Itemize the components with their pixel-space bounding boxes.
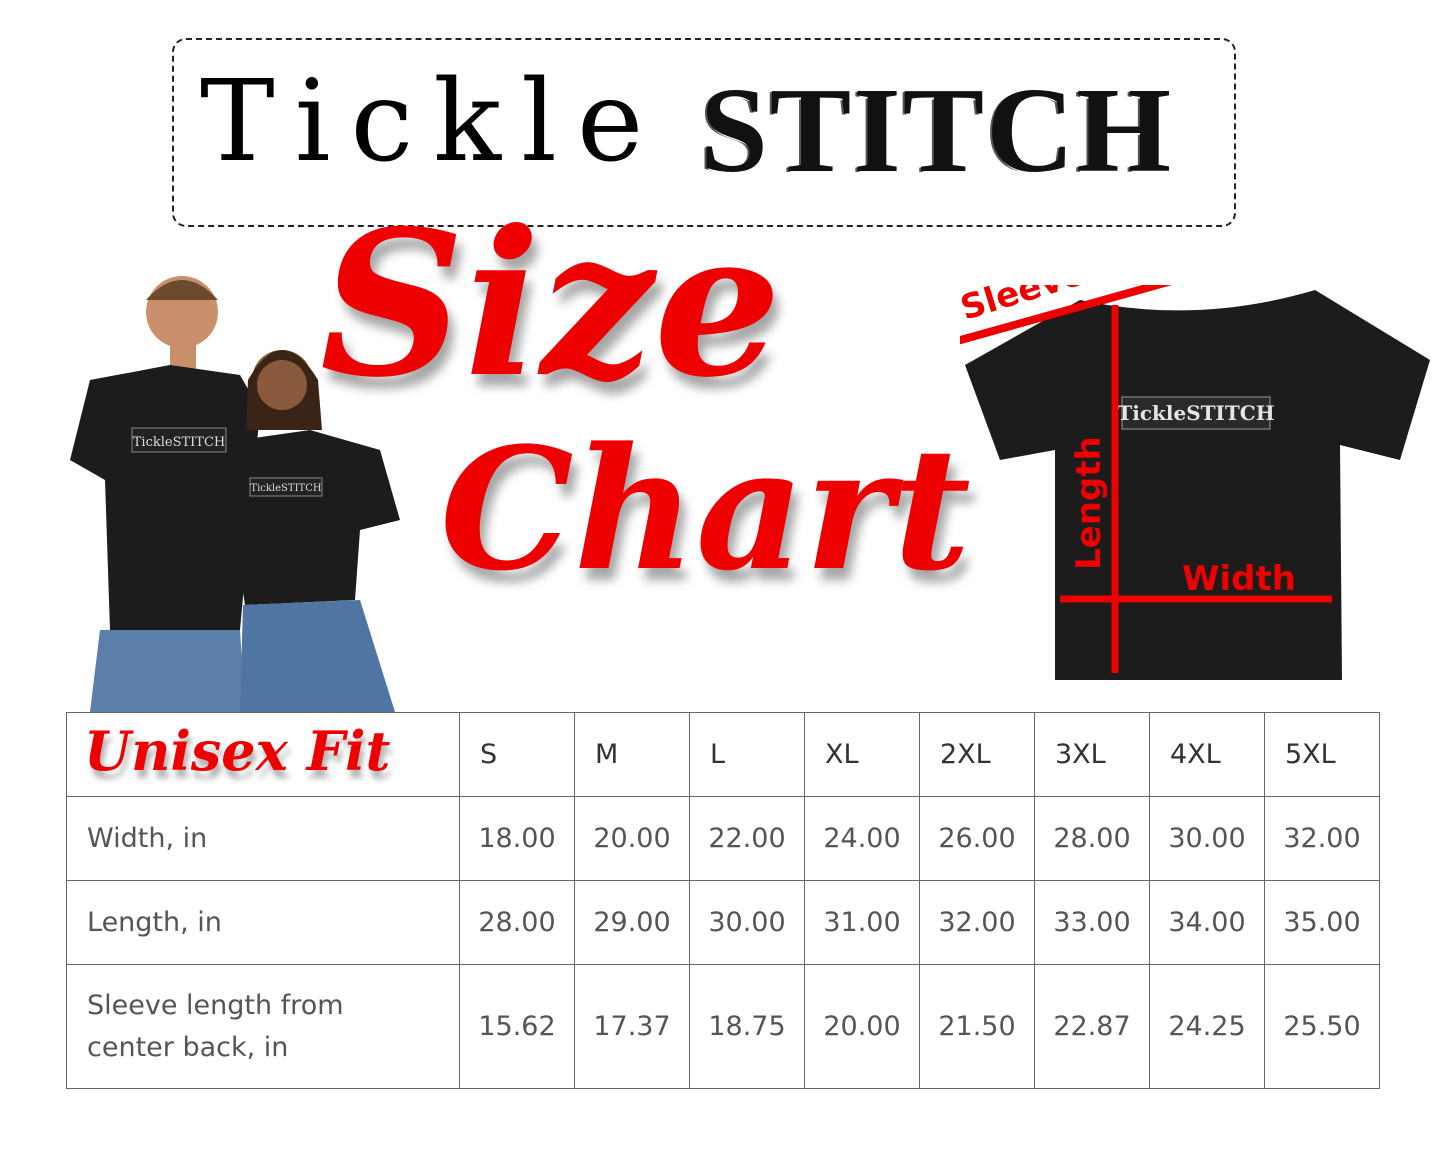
cell: 24.00 bbox=[804, 796, 920, 881]
cell: 21.50 bbox=[919, 964, 1035, 1089]
tshirt-diagram: TickleSTITCH Sleeve Length Width bbox=[960, 285, 1430, 680]
man-hair bbox=[146, 280, 218, 300]
cell: 24.25 bbox=[1149, 964, 1265, 1089]
size-header: 2XL bbox=[919, 712, 1035, 797]
man-shirt-logo: TickleSTITCH bbox=[133, 435, 226, 450]
cell: 20.00 bbox=[804, 964, 920, 1089]
row-label: Width, in bbox=[66, 796, 460, 881]
row-label: Sleeve length from center back, in bbox=[66, 964, 460, 1089]
cell: 30.00 bbox=[1149, 796, 1265, 881]
cell: 33.00 bbox=[1034, 880, 1150, 965]
size-header: S bbox=[459, 712, 575, 797]
table-row: Sleeve length from center back, in 15.62… bbox=[66, 964, 1380, 1089]
logo-tickle: Tickle bbox=[200, 57, 664, 187]
row-label: Length, in bbox=[66, 880, 460, 965]
cell: 26.00 bbox=[919, 796, 1035, 881]
size-header: M bbox=[574, 712, 690, 797]
table-header-row: S M L XL 2XL 3XL 4XL 5XL bbox=[66, 712, 1380, 797]
title-chart: Chart bbox=[440, 410, 971, 608]
cell: 20.00 bbox=[574, 796, 690, 881]
cell: 25.50 bbox=[1264, 964, 1380, 1089]
table-row: Length, in 28.00 29.00 30.00 31.00 32.00… bbox=[66, 880, 1380, 965]
logo-frame bbox=[172, 38, 1236, 227]
length-label: Length bbox=[1069, 436, 1109, 570]
size-header: 4XL bbox=[1149, 712, 1265, 797]
size-table: S M L XL 2XL 3XL 4XL 5XL Width, in 18.00… bbox=[66, 712, 1380, 1089]
tshirt-logo-box bbox=[1121, 396, 1271, 430]
table-row: Width, in 18.00 20.00 22.00 24.00 26.00 … bbox=[66, 796, 1380, 881]
corner-cell bbox=[66, 712, 460, 797]
man-jeans bbox=[90, 630, 245, 712]
cell: 28.00 bbox=[459, 880, 575, 965]
cell: 17.37 bbox=[574, 964, 690, 1089]
cell: 31.00 bbox=[804, 880, 920, 965]
tshirt-logo: TickleSTITCH bbox=[1117, 401, 1274, 425]
cell: 32.00 bbox=[919, 880, 1035, 965]
cell: 22.00 bbox=[689, 796, 805, 881]
title-size: Size bbox=[320, 187, 782, 422]
size-header: L bbox=[689, 712, 805, 797]
cell: 28.00 bbox=[1034, 796, 1150, 881]
cell: 30.00 bbox=[689, 880, 805, 965]
cell: 35.00 bbox=[1264, 880, 1380, 965]
woman-face bbox=[257, 360, 307, 410]
cell: 29.00 bbox=[574, 880, 690, 965]
cell: 22.87 bbox=[1034, 964, 1150, 1089]
cell: 32.00 bbox=[1264, 796, 1380, 881]
cell: 18.75 bbox=[689, 964, 805, 1089]
man-shirt-logo-box bbox=[131, 427, 227, 453]
size-header: 3XL bbox=[1034, 712, 1150, 797]
tshirt-shape bbox=[965, 290, 1430, 680]
models-photo: TickleSTITCH TickleSTITCH bbox=[70, 276, 400, 712]
cell: 34.00 bbox=[1149, 880, 1265, 965]
woman-jeans bbox=[240, 600, 395, 712]
size-header: 5XL bbox=[1264, 712, 1380, 797]
unisex-fit-label: Unisex Fit bbox=[84, 719, 391, 783]
woman-shirt bbox=[228, 430, 400, 605]
woman-shirt-logo-box bbox=[249, 477, 323, 497]
sleeve-line bbox=[960, 285, 1172, 345]
logo-stitch: STITCH bbox=[700, 63, 1174, 198]
cell: 15.62 bbox=[459, 964, 575, 1089]
width-label: Width bbox=[1182, 559, 1296, 599]
size-header: XL bbox=[804, 712, 920, 797]
woman-shirt-logo: TickleSTITCH bbox=[250, 483, 321, 494]
cell: 18.00 bbox=[459, 796, 575, 881]
